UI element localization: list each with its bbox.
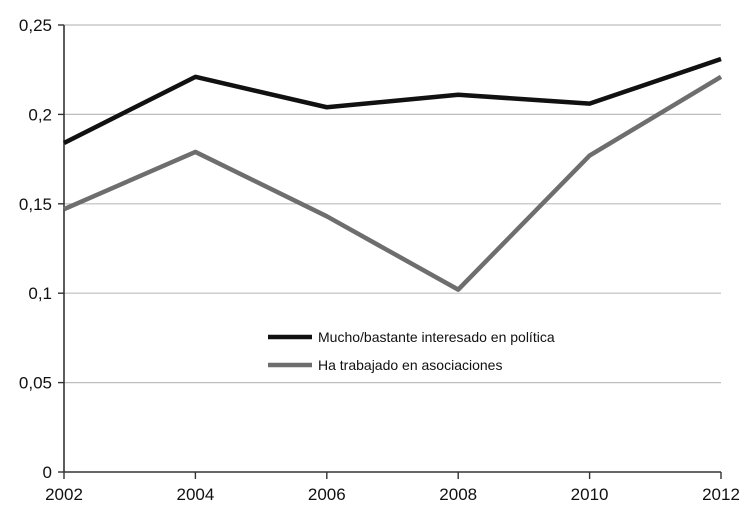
tick-labels: 0 0,05 0,1 0,15 0,2 0,25 2002 2004 2006 2008 2010 2…: [19, 16, 740, 504]
gridlines: [64, 24, 721, 384]
legend-label-series-2: Ha trabajado en asociaciones: [318, 357, 502, 373]
legend: Mucho/bastante interesado en política Ha…: [268, 329, 555, 373]
y-tick-label: 0,05: [19, 374, 52, 393]
y-tick-label: 0,2: [28, 105, 52, 124]
x-tick-label: 2008: [439, 485, 477, 504]
x-tick-label: 2002: [45, 485, 83, 504]
y-tick-label: 0,25: [19, 16, 52, 35]
series-line-1: [62, 56, 722, 146]
x-tick-label: 2010: [571, 485, 609, 504]
legend-label-series-1: Mucho/bastante interesado en política: [318, 329, 555, 345]
x-tick-label: 2012: [702, 485, 740, 504]
series-line-2: [63, 74, 723, 292]
axes: [58, 24, 722, 479]
x-tick-label: 2006: [308, 485, 346, 504]
y-tick-label: 0: [43, 463, 52, 482]
y-tick-label: 0,1: [28, 284, 52, 303]
y-tick-label: 0,15: [19, 195, 52, 214]
series-lines: [62, 56, 723, 292]
x-tick-label: 2004: [176, 485, 214, 504]
